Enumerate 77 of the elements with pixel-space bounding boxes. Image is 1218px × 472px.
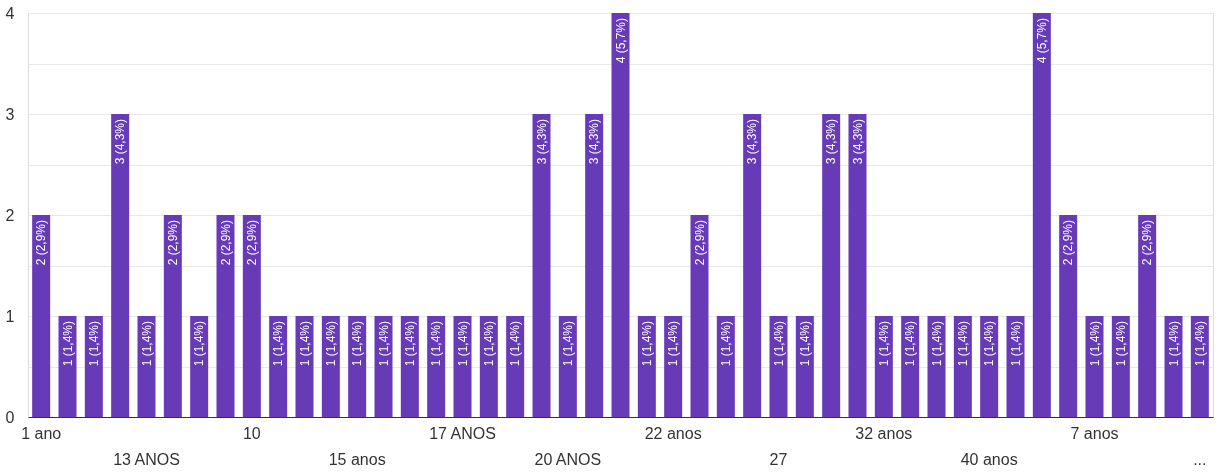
data-label: 1 (1,4%) — [903, 321, 918, 367]
data-label: 1 (1,4%) — [297, 321, 312, 367]
y-tick-label: 1 — [5, 307, 15, 325]
bar — [848, 114, 867, 417]
bar — [743, 114, 762, 417]
data-label: 2 (2,9%) — [165, 220, 180, 266]
data-label: 1 (1,4%) — [350, 321, 365, 367]
data-label: 2 (2,9%) — [244, 220, 259, 266]
y-tick-label: 4 — [5, 4, 15, 22]
y-tick-label: 2 — [5, 206, 15, 224]
y-tick-label: 0 — [5, 408, 15, 426]
data-label: 1 (1,4%) — [60, 321, 75, 367]
bar — [111, 114, 130, 417]
x-tick-label: 20 ANOS — [534, 450, 602, 468]
data-label: 1 (1,4%) — [929, 321, 944, 367]
data-label: 2 (2,9%) — [1061, 220, 1076, 266]
bar — [216, 215, 235, 417]
bar — [1138, 215, 1157, 417]
bar — [532, 114, 551, 417]
data-label: 1 (1,4%) — [455, 321, 470, 367]
data-label: 1 (1,4%) — [271, 321, 286, 367]
data-label: 1 (1,4%) — [955, 321, 970, 367]
data-label: 4 (5,7%) — [1034, 18, 1049, 64]
data-label: 1 (1,4%) — [192, 321, 207, 367]
bar — [1059, 215, 1078, 417]
data-label: 2 (2,9%) — [1140, 220, 1155, 266]
x-tick-label: ... — [1193, 450, 1207, 468]
x-tick-label: 15 anos — [328, 450, 386, 468]
data-label: 3 (4,3%) — [745, 119, 760, 165]
data-label: 1 (1,4%) — [718, 321, 733, 367]
data-label: 1 (1,4%) — [402, 321, 417, 367]
data-label: 1 (1,4%) — [639, 321, 654, 367]
x-tick-label: 17 ANOS — [429, 424, 496, 442]
x-tick-label: 1 ano — [21, 424, 62, 442]
data-label: 4 (5,7%) — [613, 18, 628, 64]
y-tick-label: 3 — [5, 105, 15, 123]
data-label: 3 (4,3%) — [113, 119, 128, 165]
bar — [1032, 13, 1051, 417]
data-label: 2 (2,9%) — [34, 220, 49, 266]
data-label: 3 (4,3%) — [534, 119, 549, 165]
data-label: 1 (1,4%) — [1113, 321, 1128, 367]
data-label: 1 (1,4%) — [139, 321, 154, 367]
bar — [163, 215, 182, 417]
data-label: 2 (2,9%) — [692, 220, 707, 266]
x-tick-label: 13 ANOS — [113, 450, 180, 468]
bar — [611, 13, 630, 417]
data-label: 3 (4,3%) — [824, 119, 839, 165]
data-label: 1 (1,4%) — [323, 321, 338, 367]
data-label: 1 (1,4%) — [771, 321, 786, 367]
bar — [585, 114, 604, 417]
data-label: 1 (1,4%) — [1192, 321, 1207, 367]
x-tick-label: 22 anos — [644, 424, 702, 442]
bar — [32, 215, 51, 417]
data-label: 1 (1,4%) — [1087, 321, 1102, 367]
x-tick-label: 7 anos — [1070, 424, 1119, 442]
data-label: 1 (1,4%) — [1166, 321, 1181, 367]
data-label: 1 (1,4%) — [1008, 321, 1023, 367]
x-tick-label: 10 — [242, 424, 261, 442]
data-label: 1 (1,4%) — [560, 321, 575, 367]
data-label: 1 (1,4%) — [86, 321, 101, 367]
bar — [242, 215, 261, 417]
data-label: 1 (1,4%) — [481, 321, 496, 367]
data-label: 1 (1,4%) — [508, 321, 523, 367]
x-tick-label: 32 anos — [855, 424, 913, 442]
x-tick-label: 27 — [769, 450, 788, 468]
data-label: 1 (1,4%) — [797, 321, 812, 367]
data-label: 3 (4,3%) — [850, 119, 865, 165]
x-tick-label: 40 anos — [960, 450, 1018, 468]
data-label: 1 (1,4%) — [376, 321, 391, 367]
data-label: 1 (1,4%) — [429, 321, 444, 367]
data-label: 1 (1,4%) — [666, 321, 681, 367]
bar — [822, 114, 841, 417]
data-label: 3 (4,3%) — [587, 119, 602, 165]
data-label: 2 (2,9%) — [218, 220, 233, 266]
data-label: 1 (1,4%) — [876, 321, 891, 367]
data-label: 1 (1,4%) — [982, 321, 997, 367]
bar — [690, 215, 709, 417]
